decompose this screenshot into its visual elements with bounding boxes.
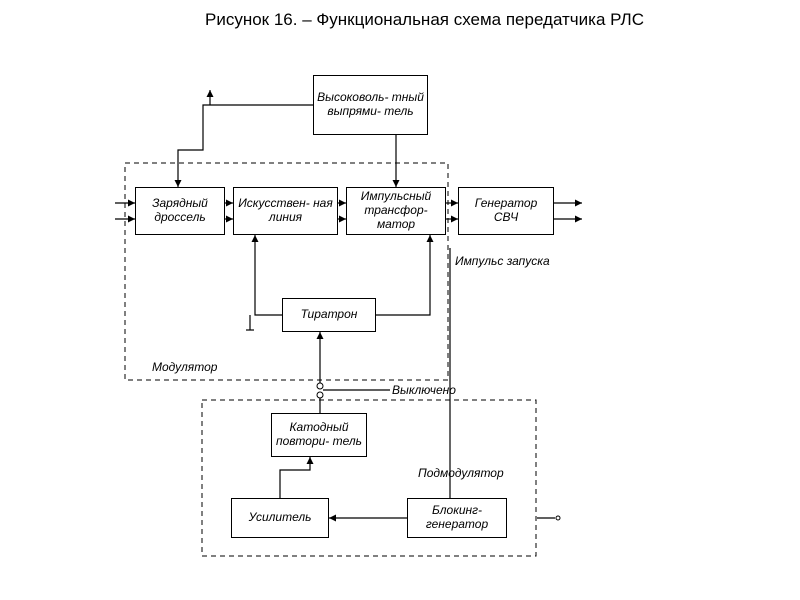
annot-imp-zapuska: Импульс запуска: [455, 255, 550, 268]
node-tiratron: Тиратрон: [282, 298, 376, 332]
node-usilitel: Усилитель: [231, 498, 329, 538]
node-drossel: Зарядный дроссель: [135, 187, 225, 235]
node-cath-rep: Катодный повтори- тель: [271, 413, 367, 457]
node-art-line: Искусствен- ная линия: [233, 187, 338, 235]
annot-modulyator: Модулятор: [152, 360, 217, 374]
node-hv-rectifier: Высоковоль- тный выпрями- тель: [313, 75, 428, 135]
annot-podmod: Подмодулятор: [418, 466, 504, 480]
annot-vykl: Выключено: [392, 383, 456, 397]
node-gen-svch: Генератор СВЧ: [458, 187, 554, 235]
node-imp-trans: Импульсный трансфор- матор: [346, 187, 446, 235]
node-blocking: Блокинг- генератор: [407, 498, 507, 538]
